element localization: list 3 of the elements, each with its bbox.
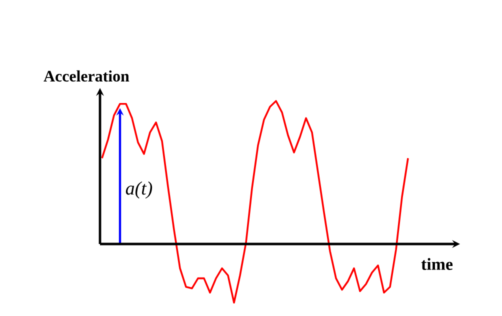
y-axis-title: Acceleration: [44, 70, 130, 82]
annotation: a(t): [126, 181, 152, 199]
x-axis-title: time: [421, 258, 453, 270]
